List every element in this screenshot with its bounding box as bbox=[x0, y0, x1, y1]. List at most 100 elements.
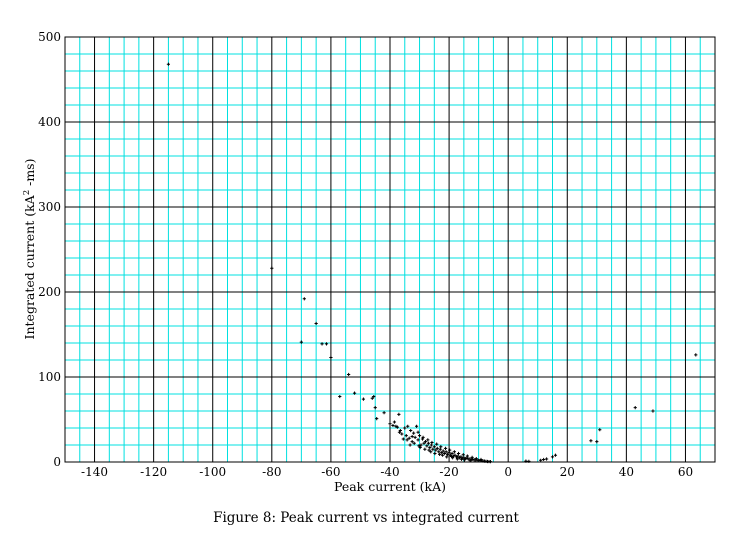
y-tick-label: 0 bbox=[53, 455, 61, 469]
data-point bbox=[423, 440, 428, 444]
y-tick-label: 100 bbox=[38, 370, 61, 384]
data-point bbox=[440, 453, 445, 457]
data-point bbox=[423, 447, 427, 451]
y-tick-label: 400 bbox=[38, 115, 61, 129]
x-tick-label: -140 bbox=[81, 465, 108, 479]
x-tick-label: 60 bbox=[678, 465, 693, 479]
x-tick-label: -80 bbox=[262, 465, 281, 479]
data-point bbox=[430, 440, 434, 445]
data-point bbox=[419, 443, 423, 447]
x-tick-label: 40 bbox=[619, 465, 634, 479]
y-axis-label: Integrated current (kA2 -ms) bbox=[22, 159, 37, 340]
x-axis-label: Peak current (kA) bbox=[334, 479, 446, 494]
data-point bbox=[447, 451, 451, 455]
data-point bbox=[456, 451, 461, 456]
data-point bbox=[302, 297, 306, 301]
data-point bbox=[456, 454, 460, 458]
data-point bbox=[417, 434, 422, 438]
data-point bbox=[324, 342, 329, 346]
data-point bbox=[461, 453, 465, 457]
data-point bbox=[429, 450, 433, 454]
data-point bbox=[544, 457, 549, 461]
data-point bbox=[403, 426, 407, 430]
data-point bbox=[434, 448, 438, 452]
data-point bbox=[468, 459, 472, 463]
y-axis-ticks: 0 100 200 300 400 500 bbox=[38, 30, 61, 469]
x-tick-label: -40 bbox=[380, 465, 399, 479]
data-point bbox=[401, 437, 405, 441]
data-point bbox=[361, 397, 366, 401]
data-point bbox=[435, 446, 439, 450]
data-point bbox=[422, 441, 426, 445]
data-point bbox=[553, 453, 558, 457]
data-point bbox=[633, 406, 637, 410]
data-point bbox=[438, 452, 442, 456]
data-point bbox=[314, 321, 318, 326]
data-point bbox=[372, 394, 376, 399]
data-point bbox=[406, 424, 410, 428]
data-point bbox=[375, 417, 379, 421]
data-point bbox=[437, 450, 441, 454]
data-point bbox=[166, 62, 171, 66]
data-point bbox=[435, 442, 439, 446]
data-point bbox=[426, 438, 430, 442]
data-point bbox=[450, 451, 454, 456]
data-point bbox=[373, 406, 377, 410]
data-point bbox=[418, 445, 422, 450]
data-point bbox=[524, 459, 528, 463]
data-point bbox=[539, 458, 543, 462]
data-point bbox=[382, 411, 386, 415]
data-point bbox=[410, 434, 414, 439]
data-point bbox=[352, 391, 357, 395]
data-point bbox=[459, 457, 464, 461]
data-point bbox=[443, 446, 448, 450]
data-point bbox=[408, 443, 412, 447]
y-axis-label-superscript: 2 bbox=[22, 190, 32, 195]
data-point bbox=[589, 439, 593, 443]
data-point bbox=[542, 457, 546, 462]
data-point bbox=[431, 447, 435, 451]
data-point bbox=[421, 435, 425, 439]
data-point bbox=[488, 460, 493, 464]
data-point bbox=[433, 451, 437, 456]
data-point bbox=[416, 438, 420, 442]
data-point bbox=[417, 444, 421, 448]
data-point bbox=[445, 455, 449, 459]
x-tick-label: 20 bbox=[560, 465, 575, 479]
x-axis-ticks: -140 -120 -100 -80 -60 -40 -20 0 20 40 60 bbox=[81, 465, 693, 479]
data-point bbox=[409, 428, 413, 433]
data-point bbox=[455, 457, 459, 461]
x-tick-label: -20 bbox=[439, 465, 458, 479]
x-tick-label: 0 bbox=[504, 465, 512, 479]
data-points bbox=[166, 62, 698, 464]
data-point bbox=[439, 445, 443, 449]
y-tick-label: 200 bbox=[38, 285, 61, 299]
data-point bbox=[470, 455, 474, 459]
data-point bbox=[598, 428, 602, 432]
data-point bbox=[397, 412, 401, 416]
data-point bbox=[448, 448, 452, 452]
x-tick-label: -100 bbox=[199, 465, 226, 479]
data-point bbox=[440, 451, 444, 455]
data-point bbox=[416, 430, 420, 434]
data-point bbox=[550, 455, 555, 459]
plot-frame bbox=[64, 36, 716, 463]
data-point bbox=[400, 432, 404, 436]
data-point bbox=[694, 353, 698, 357]
data-point bbox=[465, 454, 470, 458]
y-axis-label-tail: -ms) bbox=[22, 159, 37, 190]
data-point bbox=[405, 438, 409, 442]
data-point bbox=[412, 431, 416, 435]
data-point bbox=[427, 448, 431, 452]
data-point bbox=[453, 453, 457, 457]
data-point bbox=[395, 425, 399, 429]
data-point bbox=[438, 447, 442, 451]
data-point bbox=[462, 458, 467, 462]
data-point bbox=[432, 445, 436, 449]
data-point bbox=[370, 396, 374, 400]
data-point bbox=[443, 451, 447, 456]
data-point bbox=[425, 444, 429, 448]
data-point bbox=[329, 355, 333, 360]
data-point bbox=[404, 434, 408, 438]
